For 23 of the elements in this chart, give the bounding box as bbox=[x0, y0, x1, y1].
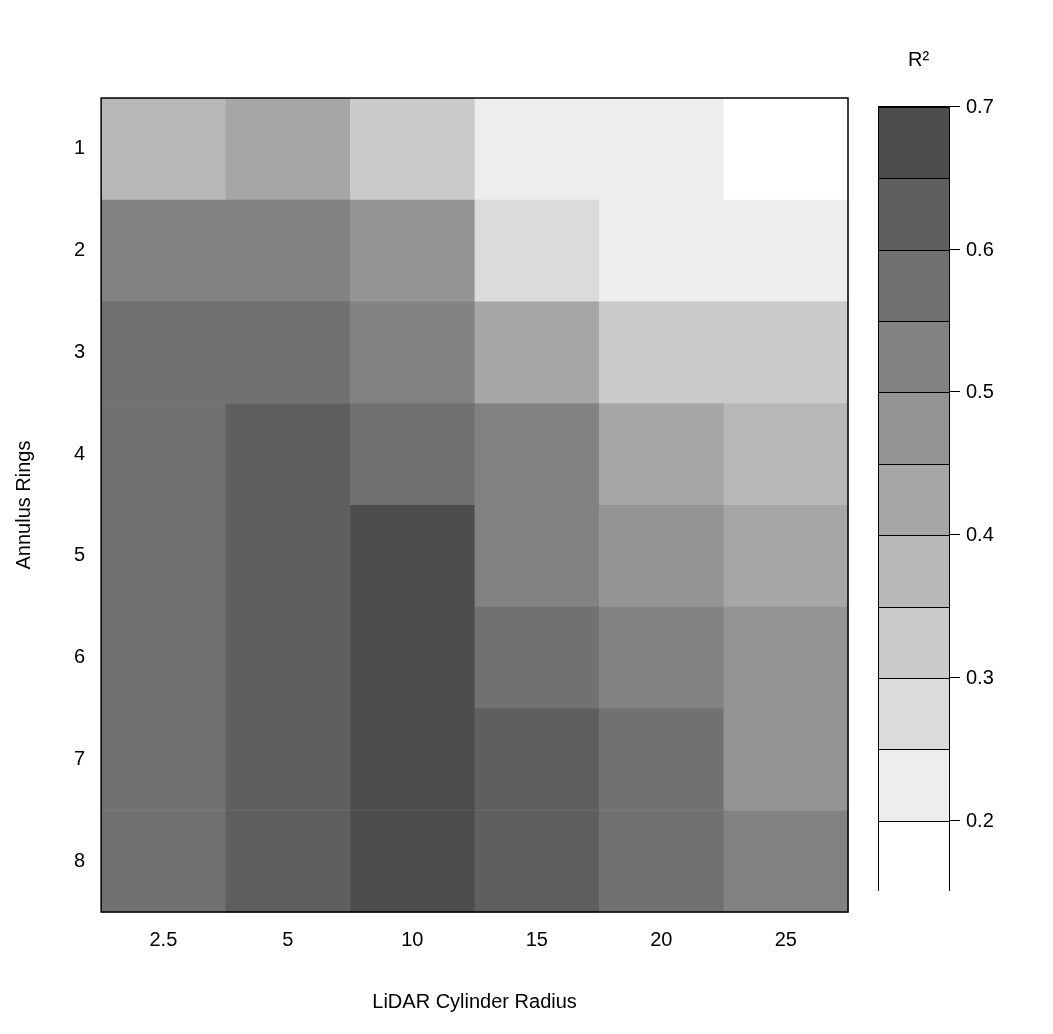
y-tick-label: 8 bbox=[74, 848, 86, 871]
y-tick-label: 2 bbox=[74, 238, 86, 261]
x-tick-label: 10 bbox=[401, 927, 424, 950]
color-bar-label: 0.6 bbox=[966, 236, 994, 261]
color-bar-label: 0.4 bbox=[966, 522, 994, 547]
color-bar-label: 0.7 bbox=[966, 94, 994, 118]
x-tick-label: 5 bbox=[282, 927, 294, 950]
x-tick-label: 25 bbox=[774, 927, 797, 950]
y-axis-title: Annulus Rings bbox=[11, 440, 34, 570]
y-tick-label: 6 bbox=[74, 645, 86, 668]
y-tick-label: 1 bbox=[74, 136, 86, 159]
y-tick-label: 5 bbox=[74, 543, 86, 566]
y-tick-label: 4 bbox=[74, 441, 86, 464]
color-bar-title: R² bbox=[908, 48, 930, 71]
y-tick-label: 7 bbox=[74, 746, 86, 769]
x-axis-title: LiDAR Cylinder Radius bbox=[372, 989, 577, 1012]
color-bar-label: 0.5 bbox=[966, 379, 994, 404]
color-bar-label: 0.3 bbox=[966, 664, 994, 689]
color-bar-label: 0.2 bbox=[966, 807, 994, 832]
y-tick-label: 3 bbox=[74, 339, 86, 362]
x-tick-label: 2.5 bbox=[149, 927, 178, 950]
x-tick-label: 15 bbox=[525, 927, 548, 950]
x-tick-label: 20 bbox=[650, 927, 673, 950]
